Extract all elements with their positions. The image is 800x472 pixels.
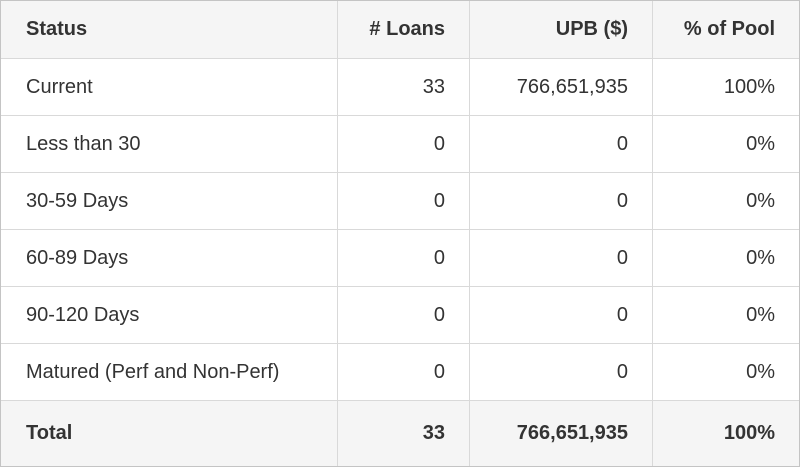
cell-num-loans: 0	[338, 173, 470, 230]
header-pct-of-pool: % of Pool	[653, 1, 799, 59]
table-row-current: Current 33 766,651,935 100%	[1, 59, 799, 116]
cell-upb: 0	[470, 287, 653, 344]
cell-upb: 766,651,935	[470, 59, 653, 116]
cell-pct-of-pool: 0%	[653, 230, 799, 287]
table-row-60-89-days: 60-89 Days 0 0 0%	[1, 230, 799, 287]
cell-pct-of-pool: 0%	[653, 173, 799, 230]
total-label: Total	[1, 401, 338, 466]
total-upb: 766,651,935	[470, 401, 653, 466]
cell-status: Matured (Perf and Non-Perf)	[1, 344, 338, 401]
cell-status: Current	[1, 59, 338, 116]
cell-num-loans: 0	[338, 116, 470, 173]
cell-num-loans: 33	[338, 59, 470, 116]
cell-status: Less than 30	[1, 116, 338, 173]
header-row: Status # Loans UPB ($) % of Pool	[1, 1, 799, 59]
cell-upb: 0	[470, 230, 653, 287]
cell-num-loans: 0	[338, 230, 470, 287]
cell-upb: 0	[470, 116, 653, 173]
table-row-less-than-30: Less than 30 0 0 0%	[1, 116, 799, 173]
cell-status: 30-59 Days	[1, 173, 338, 230]
table-row-30-59-days: 30-59 Days 0 0 0%	[1, 173, 799, 230]
cell-pct-of-pool: 0%	[653, 116, 799, 173]
total-num-loans: 33	[338, 401, 470, 466]
cell-upb: 0	[470, 344, 653, 401]
total-pct-of-pool: 100%	[653, 401, 799, 466]
cell-upb: 0	[470, 173, 653, 230]
header-upb: UPB ($)	[470, 1, 653, 59]
cell-num-loans: 0	[338, 287, 470, 344]
table-row-matured: Matured (Perf and Non-Perf) 0 0 0%	[1, 344, 799, 401]
cell-num-loans: 0	[338, 344, 470, 401]
cell-pct-of-pool: 0%	[653, 287, 799, 344]
header-num-loans: # Loans	[338, 1, 470, 59]
cell-status: 90-120 Days	[1, 287, 338, 344]
cell-pct-of-pool: 0%	[653, 344, 799, 401]
cell-status: 60-89 Days	[1, 230, 338, 287]
header-status: Status	[1, 1, 338, 59]
table-row-90-120-days: 90-120 Days 0 0 0%	[1, 287, 799, 344]
total-row: Total 33 766,651,935 100%	[1, 401, 799, 466]
cell-pct-of-pool: 100%	[653, 59, 799, 116]
